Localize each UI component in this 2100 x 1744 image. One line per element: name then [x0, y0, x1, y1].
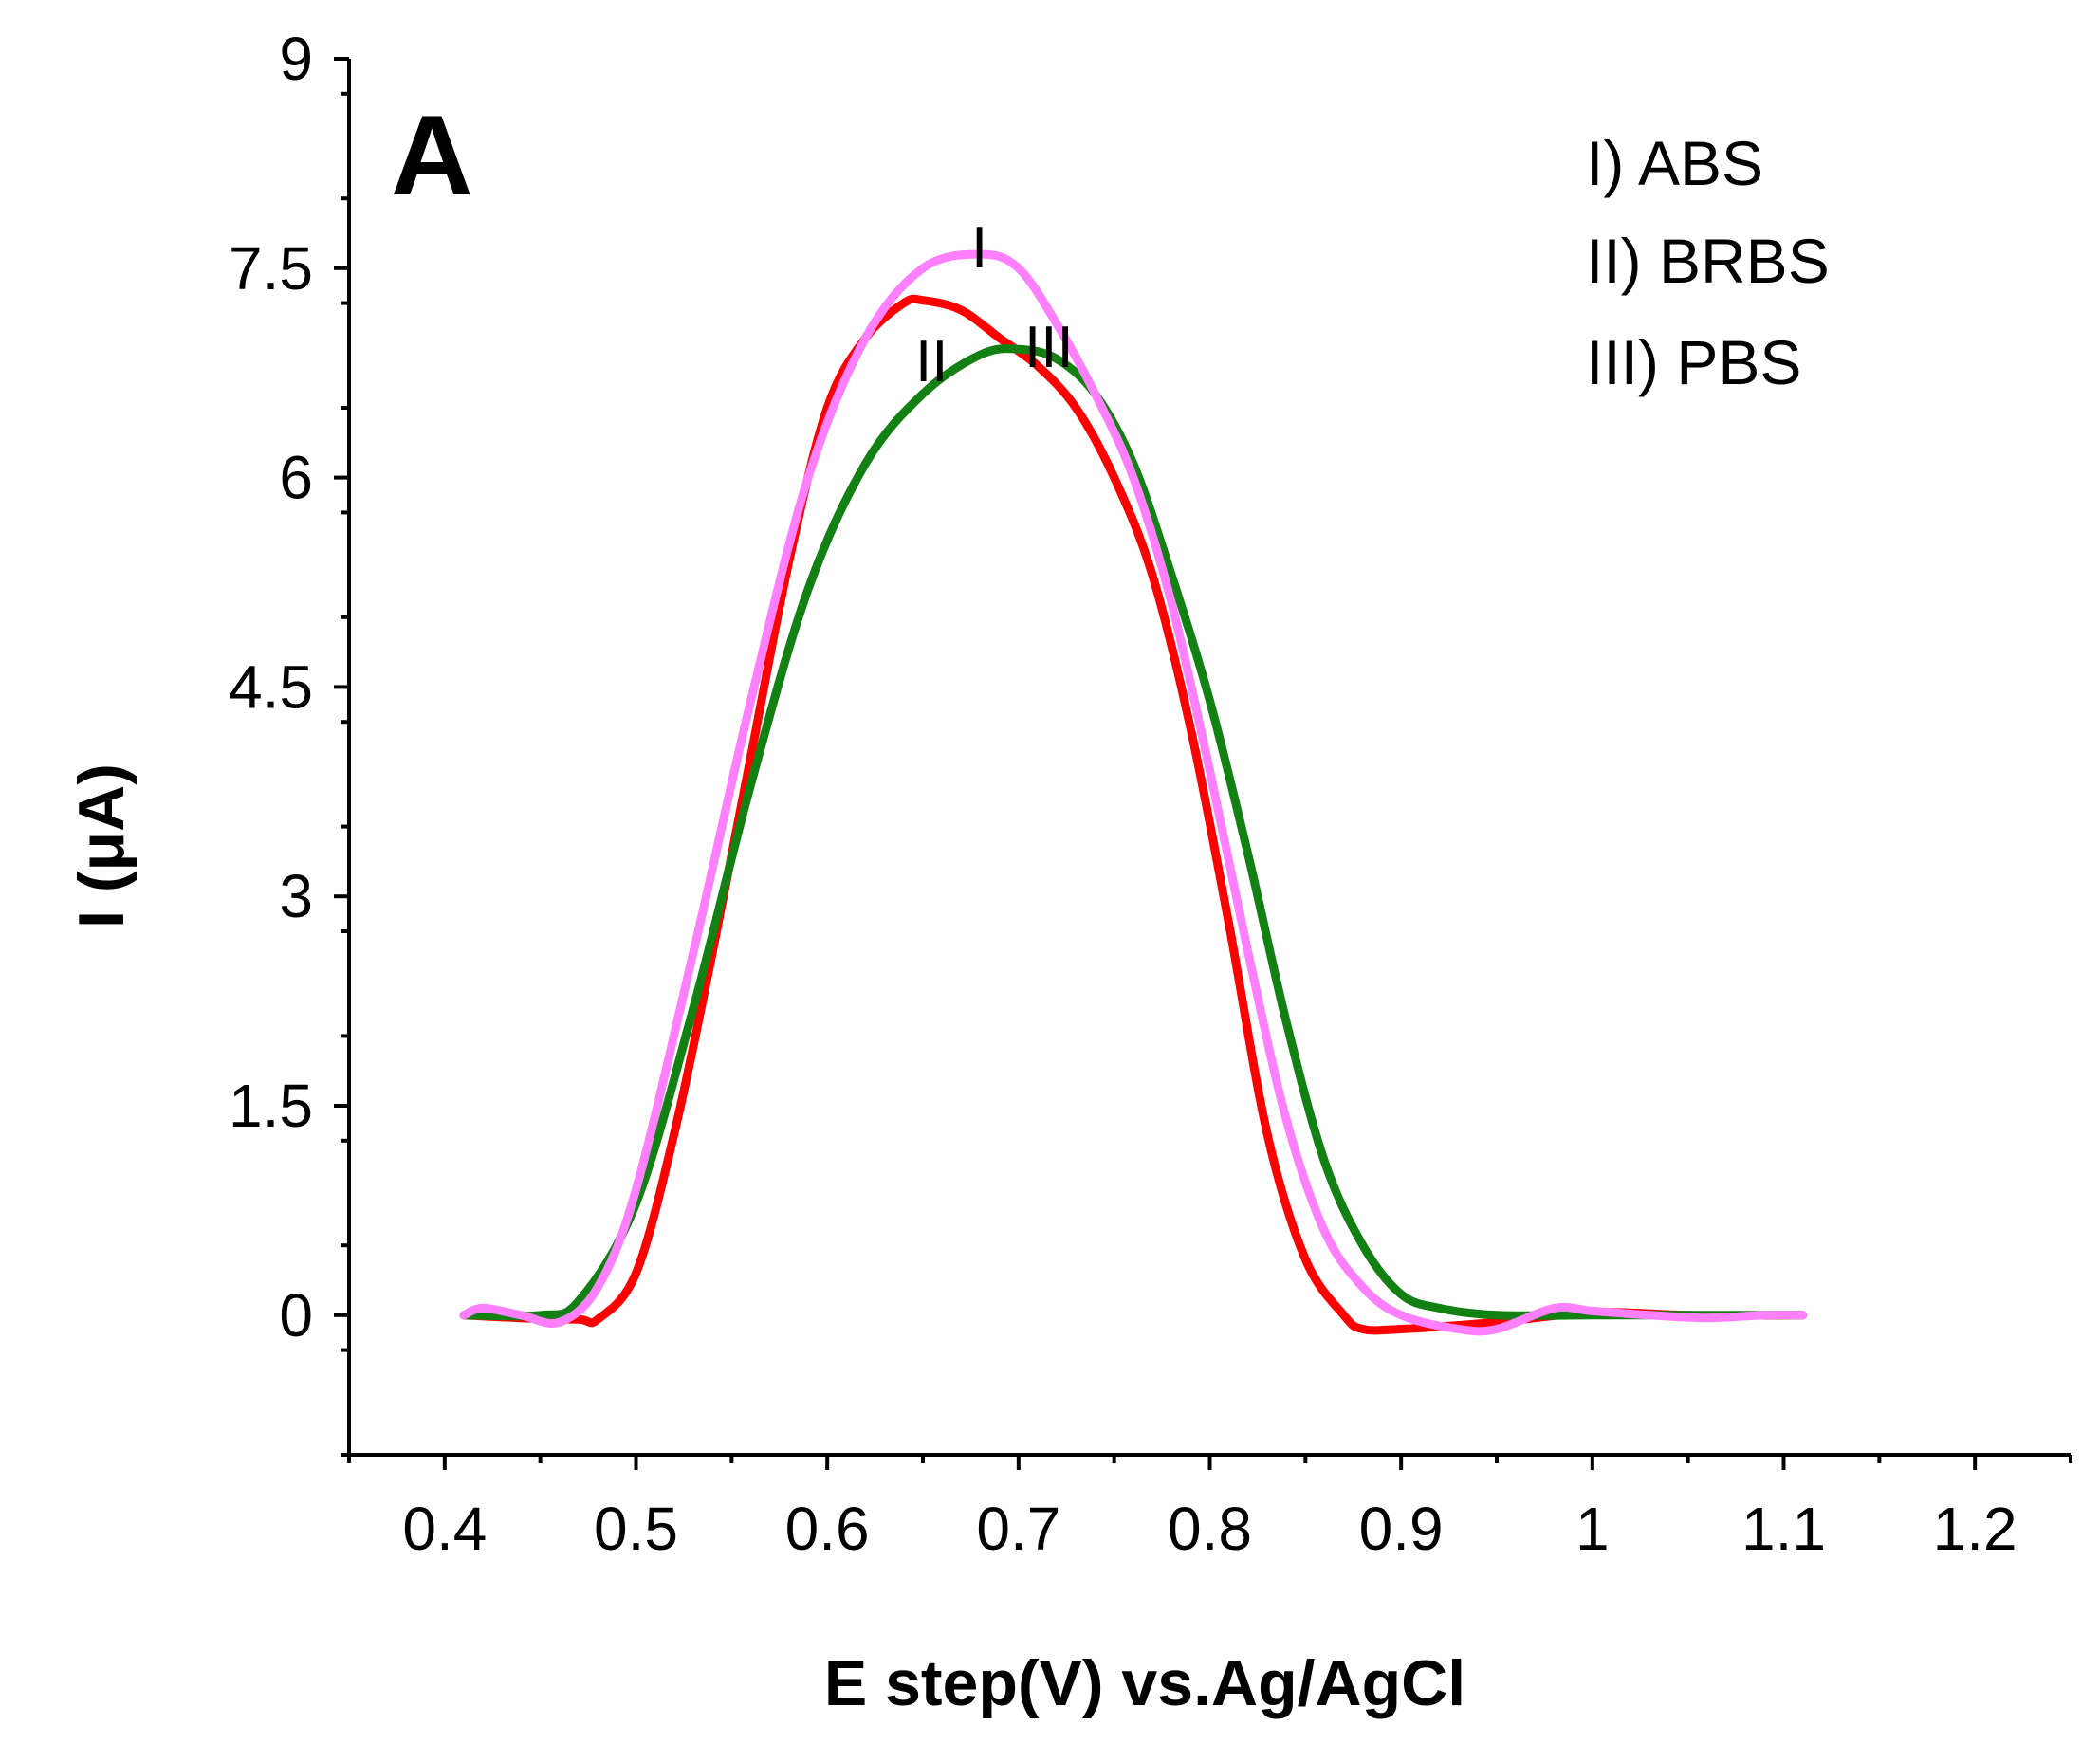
- curve-label-iii: III: [1024, 315, 1074, 380]
- curve-labels: I II III: [915, 215, 1074, 395]
- x-ticks: 0.4 0.5 0.6 0.7 0.8 0.9 1 1.1 1.2: [347, 1455, 2072, 1563]
- y-axis-title: I (μA): [65, 763, 138, 928]
- x-tick-label: 0.7: [976, 1495, 1060, 1563]
- x-tick-label: 1: [1575, 1495, 1610, 1563]
- y-tick-label: 0: [279, 1281, 313, 1349]
- x-tick-label: 0.6: [785, 1495, 870, 1563]
- panel-label: A: [391, 92, 473, 219]
- series-layer: [459, 249, 1808, 1336]
- y-ticks: 0 1.5 3 4.5 6 7.5 9: [229, 25, 349, 1457]
- plot-area: 0 1.5 3 4.5 6 7.5 9 0.4 0.5 0.6 0.7 0.8 0.9 1 1.1 1.2: [229, 25, 2072, 1563]
- series-line-ii: [459, 294, 1808, 1335]
- curve-label-i: I: [971, 215, 987, 281]
- x-tick-label: 1.2: [1933, 1495, 2017, 1563]
- x-tick-label: 0.4: [402, 1495, 487, 1563]
- x-axis-title: E step(V) vs.Ag/AgCl: [824, 1647, 1465, 1719]
- y-tick-label: 7.5: [229, 234, 313, 303]
- y-tick-label: 9: [279, 25, 313, 93]
- legend-entry-brbs: II) BRBS: [1586, 226, 1830, 296]
- y-tick-label: 1.5: [229, 1072, 313, 1140]
- x-tick-label: 1.1: [1741, 1495, 1826, 1563]
- legend-entry-abs: I) ABS: [1586, 128, 1763, 198]
- legend-entry-pbs: III) PBS: [1586, 327, 1801, 397]
- curve-label-ii: II: [915, 329, 948, 395]
- x-tick-label: 0.9: [1359, 1495, 1444, 1563]
- x-tick-label: 0.8: [1168, 1495, 1252, 1563]
- series-line-i: [459, 249, 1808, 1336]
- y-tick-label: 3: [279, 862, 313, 930]
- legend: I) ABS II) BRBS III) PBS: [1586, 128, 1830, 397]
- x-tick-label: 0.5: [594, 1495, 678, 1563]
- y-tick-label: 6: [279, 444, 313, 512]
- y-tick-label: 4.5: [229, 652, 313, 721]
